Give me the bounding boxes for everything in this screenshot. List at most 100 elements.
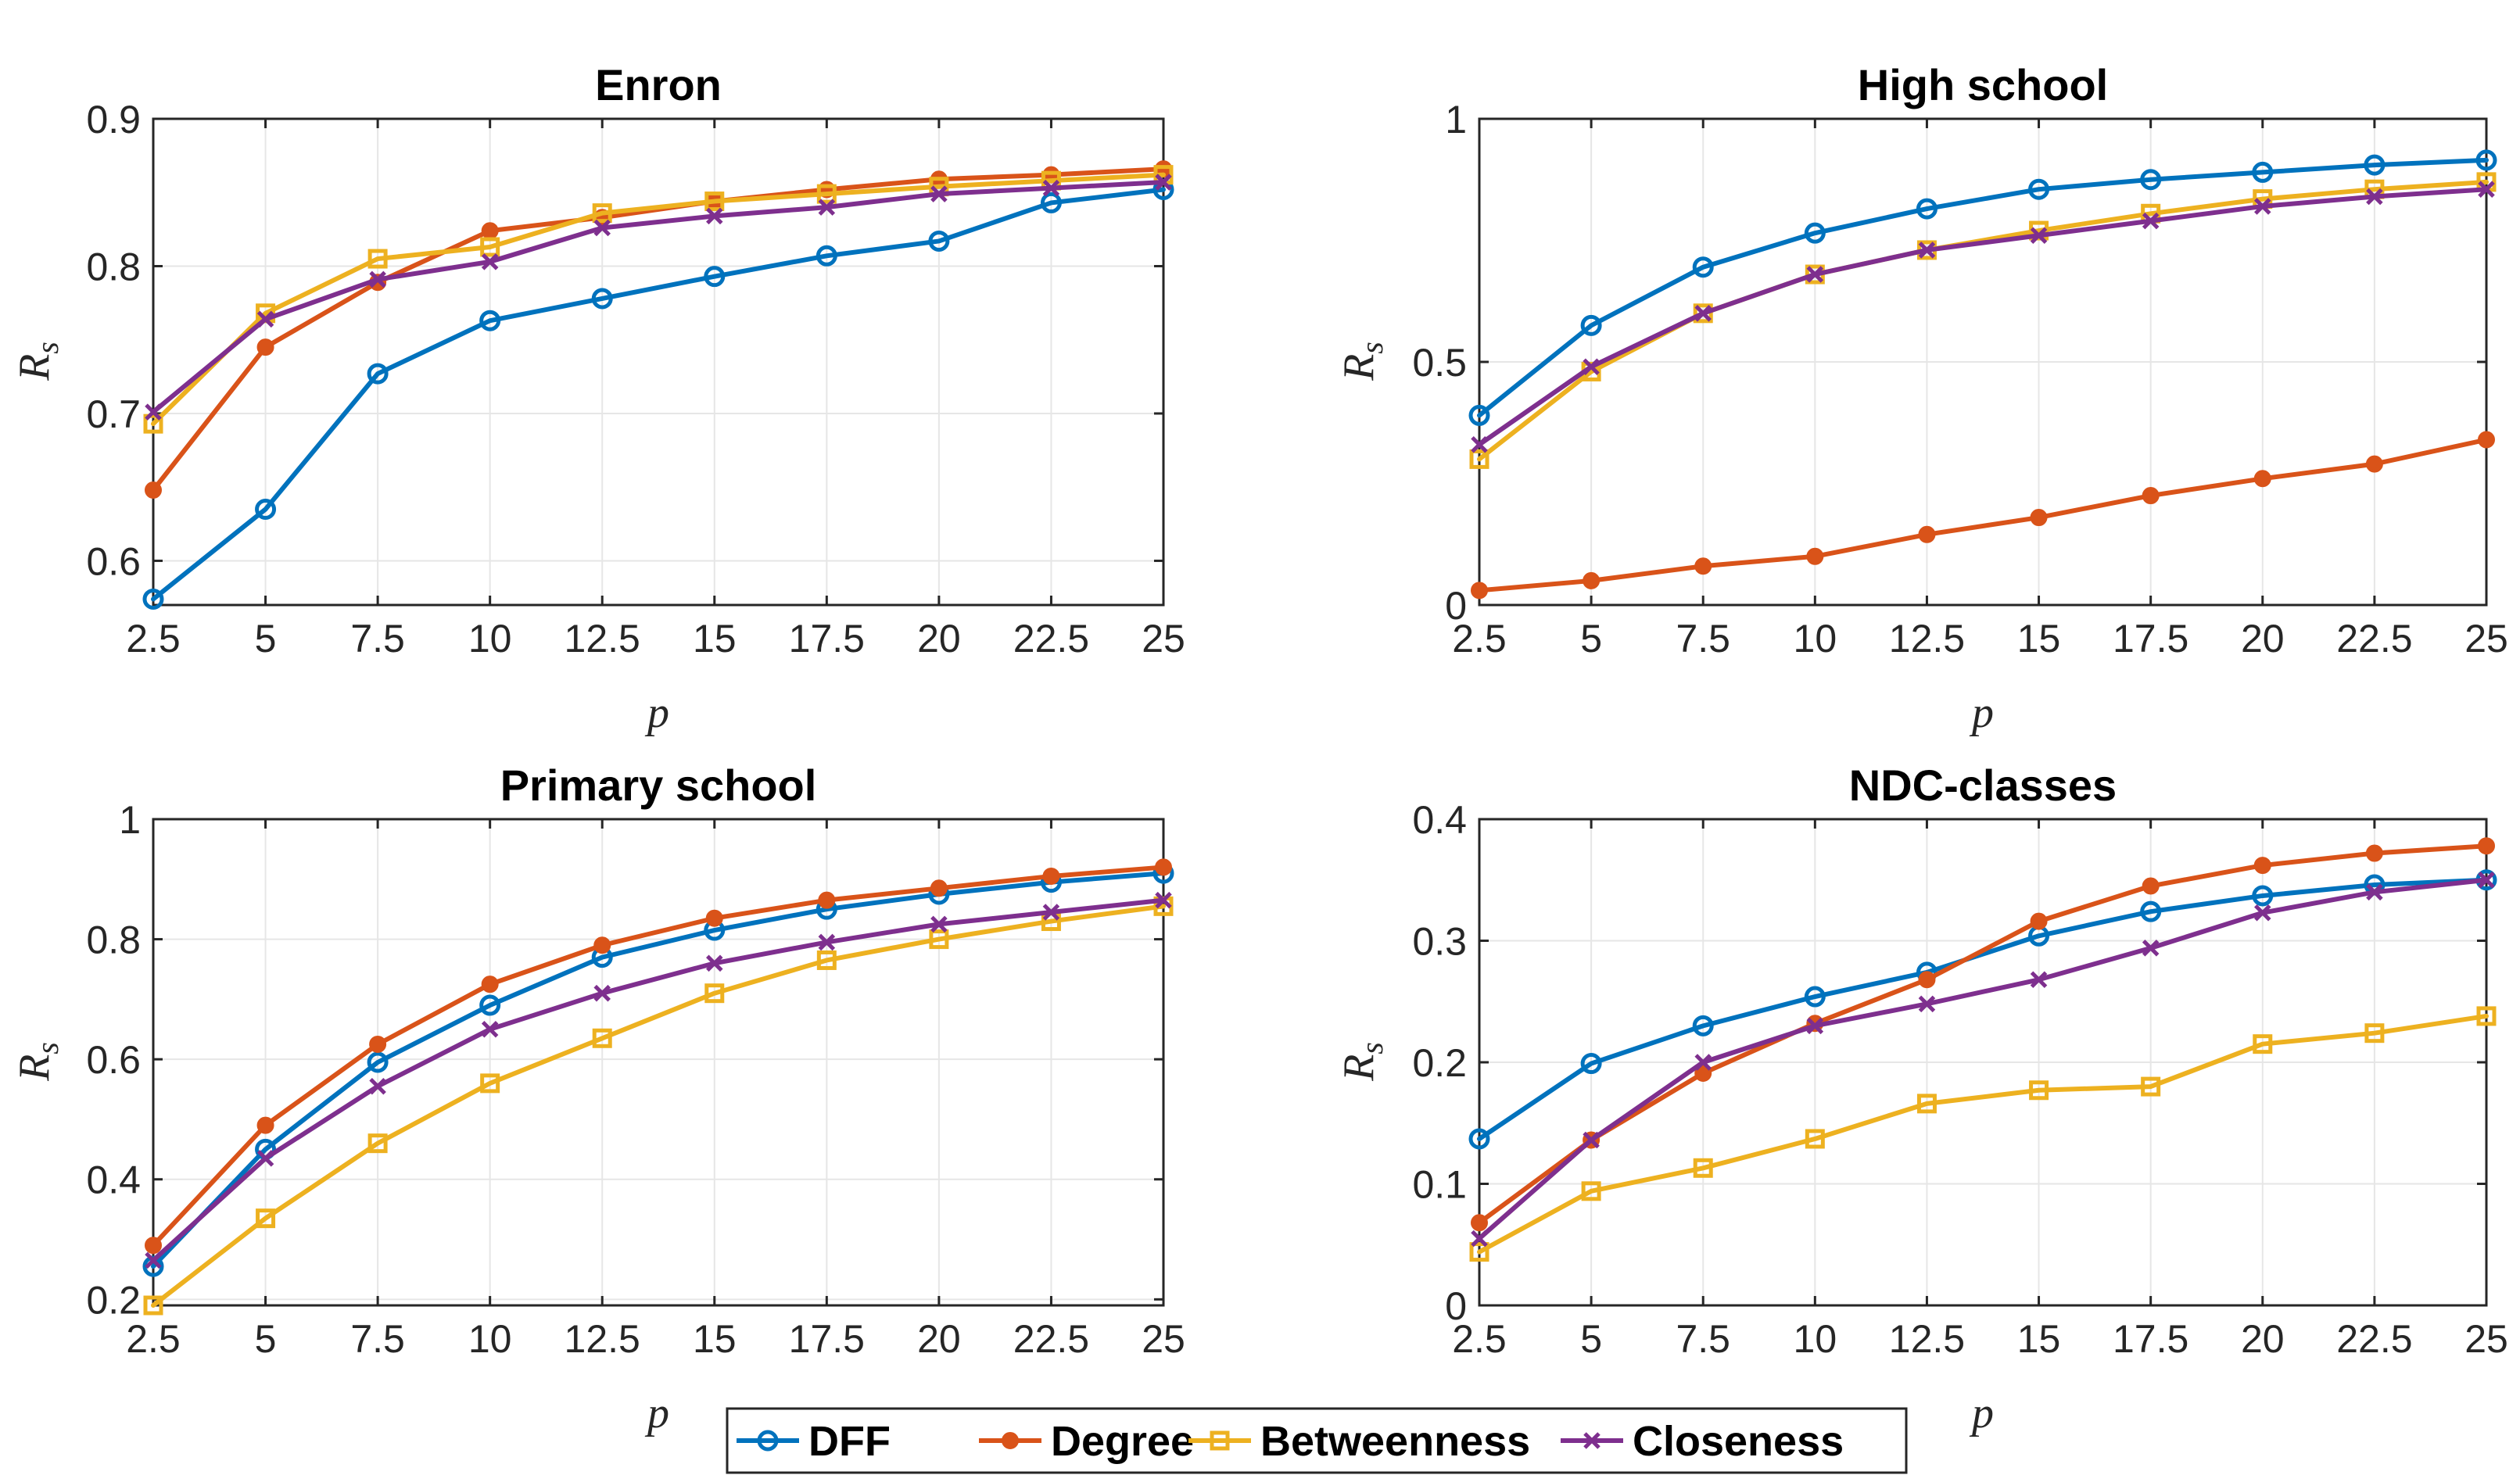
data-point-degree <box>930 879 948 897</box>
data-point-closeness <box>2030 971 2048 989</box>
x-tick-label: 10 <box>1794 1317 1837 1361</box>
series-line-dff <box>151 187 1166 602</box>
data-point-betweenness <box>1210 1430 1230 1451</box>
data-point-dff <box>142 588 164 610</box>
data-point-closeness <box>2478 181 2495 198</box>
data-point-dff <box>1468 404 1490 426</box>
data-point-closeness <box>1918 995 1936 1013</box>
series-betweenness <box>1469 1006 2497 1262</box>
data-point-dff <box>1580 1053 1602 1075</box>
data-point-closeness <box>1694 1054 1712 1071</box>
x-axis-label: p <box>644 1389 669 1437</box>
series-line-degree <box>151 865 1166 1248</box>
x-tick-label: 17.5 <box>2113 617 2188 661</box>
data-point-degree <box>1471 582 1488 600</box>
data-point-betweenness <box>1916 1094 1937 1114</box>
data-point-dff <box>2252 885 2274 907</box>
plot-area: 2.5 5 7.5 10 12.5 15 17.5 20 22.5 25 0.6 0.7 0.8 0.9 <box>86 98 1185 661</box>
data-point-degree <box>1155 858 1172 876</box>
x-tick-label: 22.5 <box>1013 1317 1089 1361</box>
chart-panel-enron: Enron 2.5 5 7.5 10 12.5 15 17.5 20 22.5 25 0.6 0.7 0… <box>10 60 1185 737</box>
data-point-closeness <box>369 270 386 288</box>
chart-panel-primary-school: Primary school 2.5 5 7.5 10 12.5 15 17.5 20 22.5… <box>10 761 1185 1437</box>
data-point-degree <box>2142 487 2160 505</box>
data-point-degree <box>2142 877 2160 895</box>
data-point-closeness <box>2254 904 2271 922</box>
series-dff <box>1468 149 2497 426</box>
data-point-degree <box>2365 844 2383 862</box>
data-point-dff <box>2475 149 2497 171</box>
chart-panel-ndc-classes: NDC-classes 2.5 5 7.5 10 12.5 15 17.5 20 22.5 25 0… <box>1335 761 2508 1437</box>
data-point-degree <box>369 1035 387 1053</box>
x-tick-label: 20 <box>917 1317 961 1361</box>
axes-box <box>152 117 1165 607</box>
data-point-closeness <box>1583 1131 1600 1149</box>
x-tick-label: 2.5 <box>126 1317 181 1361</box>
series-degree <box>1471 431 2495 600</box>
data-point-degree <box>1694 557 1712 575</box>
data-point-degree <box>818 891 836 909</box>
series-line-dff <box>151 871 1166 1269</box>
x-tick-label: 5 <box>1580 617 1602 661</box>
data-point-betweenness <box>592 1028 612 1048</box>
x-tick-label: 5 <box>1580 1317 1602 1361</box>
legend-item-closeness: Closeness <box>1561 1418 1844 1465</box>
x-tick-label: 15 <box>2017 617 2061 661</box>
data-point-closeness <box>593 219 611 237</box>
y-axis-label-subscript: s <box>30 1042 65 1054</box>
data-point-degree <box>2478 837 2495 855</box>
x-tick-label: 25 <box>2464 617 2508 661</box>
data-point-betweenness <box>367 249 388 269</box>
legend-label: Degree <box>1051 1418 1194 1465</box>
series-line-closeness <box>1477 187 2489 447</box>
x-tick-label: 12.5 <box>1889 617 1965 661</box>
data-point-degree <box>1002 1432 1019 1449</box>
data-point-closeness <box>1042 179 1060 197</box>
data-point-closeness <box>2254 198 2271 215</box>
data-point-closeness <box>2366 883 2383 901</box>
series-line-degree <box>1477 437 2489 593</box>
legend-item-degree: Degree <box>979 1418 1194 1465</box>
data-point-closeness <box>481 1021 499 1038</box>
y-axis-label: Rs <box>1335 1042 1389 1082</box>
data-point-closeness <box>256 310 274 328</box>
y-tick-label: 0.6 <box>86 539 141 583</box>
data-point-degree <box>1583 571 1601 589</box>
y-axis-label: Rs <box>1335 342 1389 381</box>
x-tick-label: 5 <box>255 1317 277 1361</box>
data-point-betweenness <box>704 192 725 212</box>
data-point-degree <box>1694 1064 1712 1082</box>
x-tick-label: 25 <box>2464 1317 2508 1361</box>
plot-area: 2.5 5 7.5 10 12.5 15 17.5 20 22.5 25 0 0.1 0.2 0.3 0.4 <box>1412 798 2507 1361</box>
data-point-betweenness <box>2141 1076 2161 1097</box>
y-tick-label: 0.1 <box>1412 1163 1467 1207</box>
legend-label: Betweenness <box>1260 1418 1530 1465</box>
data-point-closeness <box>1694 305 1712 322</box>
series-line-degree <box>1477 843 2489 1226</box>
series-closeness <box>145 891 1172 1269</box>
y-tick-label: 0.8 <box>86 918 141 962</box>
data-point-degree <box>1918 525 1936 543</box>
data-point-betweenness <box>2364 1023 2385 1044</box>
data-point-degree <box>1806 547 1824 565</box>
data-point-closeness <box>1583 1432 1601 1449</box>
data-point-degree <box>2030 509 2048 527</box>
x-tick-label: 22.5 <box>1013 617 1089 661</box>
x-tick-label: 7.5 <box>350 1317 405 1361</box>
y-tick-label: 0.2 <box>86 1278 141 1322</box>
x-tick-label: 25 <box>1142 617 1185 661</box>
data-point-closeness <box>818 933 836 951</box>
x-tick-label: 15 <box>2017 1317 2061 1361</box>
data-point-closeness <box>1155 891 1172 909</box>
data-point-betweenness <box>1805 1129 1825 1149</box>
y-tick-label: 0.6 <box>86 1038 141 1082</box>
data-point-dff <box>591 288 613 310</box>
x-tick-label: 17.5 <box>789 1317 865 1361</box>
data-point-dff <box>367 1051 389 1073</box>
legend: DFF Degree Betweenness Closeness <box>726 1407 1908 1474</box>
data-point-betweenness <box>1693 303 1713 324</box>
x-tick-label: 15 <box>693 617 737 661</box>
y-tick-label: 0.5 <box>1412 341 1467 385</box>
data-point-closeness <box>2142 212 2160 230</box>
